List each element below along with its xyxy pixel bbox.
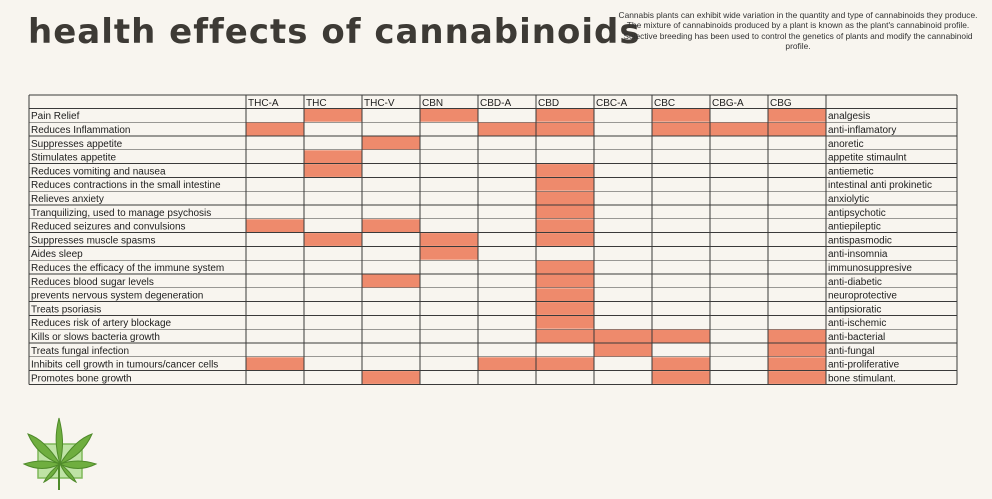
- row-label: Stimulates appetite: [31, 153, 116, 164]
- row-term: analgesis: [828, 111, 870, 122]
- cell-mark-thc-v-row-9: [362, 219, 420, 233]
- cell-mark-cbg-row-20: [768, 371, 826, 384]
- row-label: Pain Relief: [31, 111, 80, 122]
- row-label: Relieves anxiety: [31, 194, 104, 205]
- row-term: anti-ischemic: [828, 318, 886, 329]
- row-term: antispasmodic: [828, 235, 892, 246]
- cell-mark-cbd-row-15: [536, 302, 594, 315]
- cell-mark-thc-row-5: [304, 164, 362, 177]
- cell-mark-cbd-a-row-2: [478, 122, 536, 136]
- cell-mark-cbc-row-20: [652, 371, 710, 384]
- cell-mark-cbn-row-10: [420, 233, 478, 246]
- cell-mark-cbc-row-19: [652, 357, 710, 371]
- cell-mark-cbd-row-5: [536, 164, 594, 177]
- cell-mark-cbd-row-17: [536, 329, 594, 343]
- row-term: immunosuppresive: [828, 263, 912, 274]
- column-header: CBD: [538, 98, 559, 109]
- row-label: Reduces the efficacy of the immune syste…: [31, 263, 224, 274]
- cell-mark-cbd-row-9: [536, 219, 594, 233]
- row-label: Inhibits cell growth in tumours/cancer c…: [31, 360, 218, 371]
- cell-mark-cbc-row-1: [652, 108, 710, 122]
- row-term: bone stimulant.: [828, 373, 896, 384]
- cell-mark-cbc-a-row-17: [594, 329, 652, 343]
- cell-mark-cbc-row-2: [652, 122, 710, 136]
- column-header: CBG-A: [712, 98, 744, 109]
- row-term: anxiolytic: [828, 194, 869, 205]
- intro-text: Cannabis plants can exhibit wide variati…: [618, 10, 978, 52]
- cell-mark-cbd-row-14: [536, 288, 594, 302]
- cell-mark-cbn-row-1: [420, 108, 478, 122]
- row-label: Reduces vomiting and nausea: [31, 166, 166, 177]
- cell-mark-cbg-row-1: [768, 108, 826, 122]
- cannabinoid-effects-table: THC-A THC THC-V CBN CBD-A CBD CBC-A CBC CBG-A CBG…: [28, 94, 958, 385]
- row-label: Reduces contractions in the small intest…: [31, 180, 221, 191]
- row-term: antiepileptic: [828, 222, 881, 233]
- cell-mark-cbg-row-2: [768, 122, 826, 136]
- row-term: anti-insomnia: [828, 249, 888, 260]
- cannabis-leaf-icon: [22, 417, 98, 490]
- cell-mark-cbg-row-19: [768, 357, 826, 371]
- cell-mark-thc-a-row-2: [246, 122, 304, 136]
- cell-mark-cbd-row-10: [536, 233, 594, 246]
- row-term: anti-proliferative: [828, 360, 900, 371]
- cell-mark-cbc-a-row-18: [594, 343, 652, 357]
- column-header: THC-A: [248, 98, 279, 109]
- row-label: Suppresses appetite: [31, 139, 123, 150]
- cell-mark-thc-v-row-20: [362, 371, 420, 384]
- row-term: anti-fungal: [828, 346, 875, 357]
- cell-mark-cbg-a-row-2: [710, 122, 768, 136]
- row-label: Kills or slows bacteria growth: [31, 332, 160, 343]
- cell-mark-thc-row-4: [304, 150, 362, 164]
- row-label: Aides sleep: [31, 249, 83, 260]
- cell-mark-cbd-row-12: [536, 260, 594, 274]
- row-term: antipsychotic: [828, 208, 886, 219]
- cell-mark-cbd-row-2: [536, 122, 594, 136]
- cell-mark-cbd-row-1: [536, 108, 594, 122]
- cell-mark-cbd-row-7: [536, 191, 594, 205]
- row-label: Reduces risk of artery blockage: [31, 318, 172, 329]
- cell-mark-thc-v-row-3: [362, 136, 420, 150]
- column-header: THC-V: [364, 98, 395, 109]
- cell-mark-cbd-row-8: [536, 205, 594, 219]
- row-term: appetite stimaulnt: [828, 153, 907, 164]
- row-term: intestinal anti prokinetic: [828, 180, 932, 191]
- row-label: Suppresses muscle spasms: [31, 235, 156, 246]
- row-term: antiemetic: [828, 166, 874, 177]
- column-header: CBG: [770, 98, 792, 109]
- cell-mark-cbg-row-17: [768, 329, 826, 343]
- row-term: anti-inflamatory: [828, 125, 896, 136]
- row-label: Reduces blood sugar levels: [31, 277, 154, 288]
- cell-mark-thc-a-row-9: [246, 219, 304, 233]
- column-header: CBD-A: [480, 98, 511, 109]
- cell-mark-cbd-row-13: [536, 274, 594, 288]
- cell-mark-cbd-row-6: [536, 177, 594, 191]
- cell-mark-cbc-row-17: [652, 329, 710, 343]
- row-term: neuroprotective: [828, 291, 897, 302]
- row-label: Reduces Inflammation: [31, 125, 131, 136]
- row-label: Treats psoriasis: [31, 304, 101, 315]
- cell-mark-thc-v-row-13: [362, 274, 420, 288]
- cell-mark-cbd-row-16: [536, 315, 594, 329]
- row-label: Treats fungal infection: [31, 346, 129, 357]
- page-title: health effects of cannabinoids: [28, 12, 641, 52]
- row-label: Tranquilizing, used to manage psychosis: [31, 208, 211, 219]
- cell-mark-thc-row-1: [304, 108, 362, 122]
- row-term: antipsioratic: [828, 304, 881, 315]
- row-term: anti-diabetic: [828, 277, 882, 288]
- row-term: anti-bacterial: [828, 332, 885, 343]
- column-header: CBC: [654, 98, 675, 109]
- column-header: THC: [306, 98, 327, 109]
- row-label: Reduced seizures and convulsions: [31, 222, 186, 233]
- row-term: anoretic: [828, 139, 864, 150]
- column-header: CBC-A: [596, 98, 627, 109]
- row-label: prevents nervous system degeneration: [31, 291, 203, 302]
- cell-mark-cbd-row-19: [536, 357, 594, 371]
- cell-mark-cbn-row-11: [420, 246, 478, 260]
- cell-mark-cbd-a-row-19: [478, 357, 536, 371]
- column-header: CBN: [422, 98, 443, 109]
- cell-mark-thc-a-row-19: [246, 357, 304, 371]
- cell-mark-cbg-row-18: [768, 343, 826, 357]
- row-label: Promotes bone growth: [31, 373, 132, 384]
- cell-mark-thc-row-10: [304, 233, 362, 246]
